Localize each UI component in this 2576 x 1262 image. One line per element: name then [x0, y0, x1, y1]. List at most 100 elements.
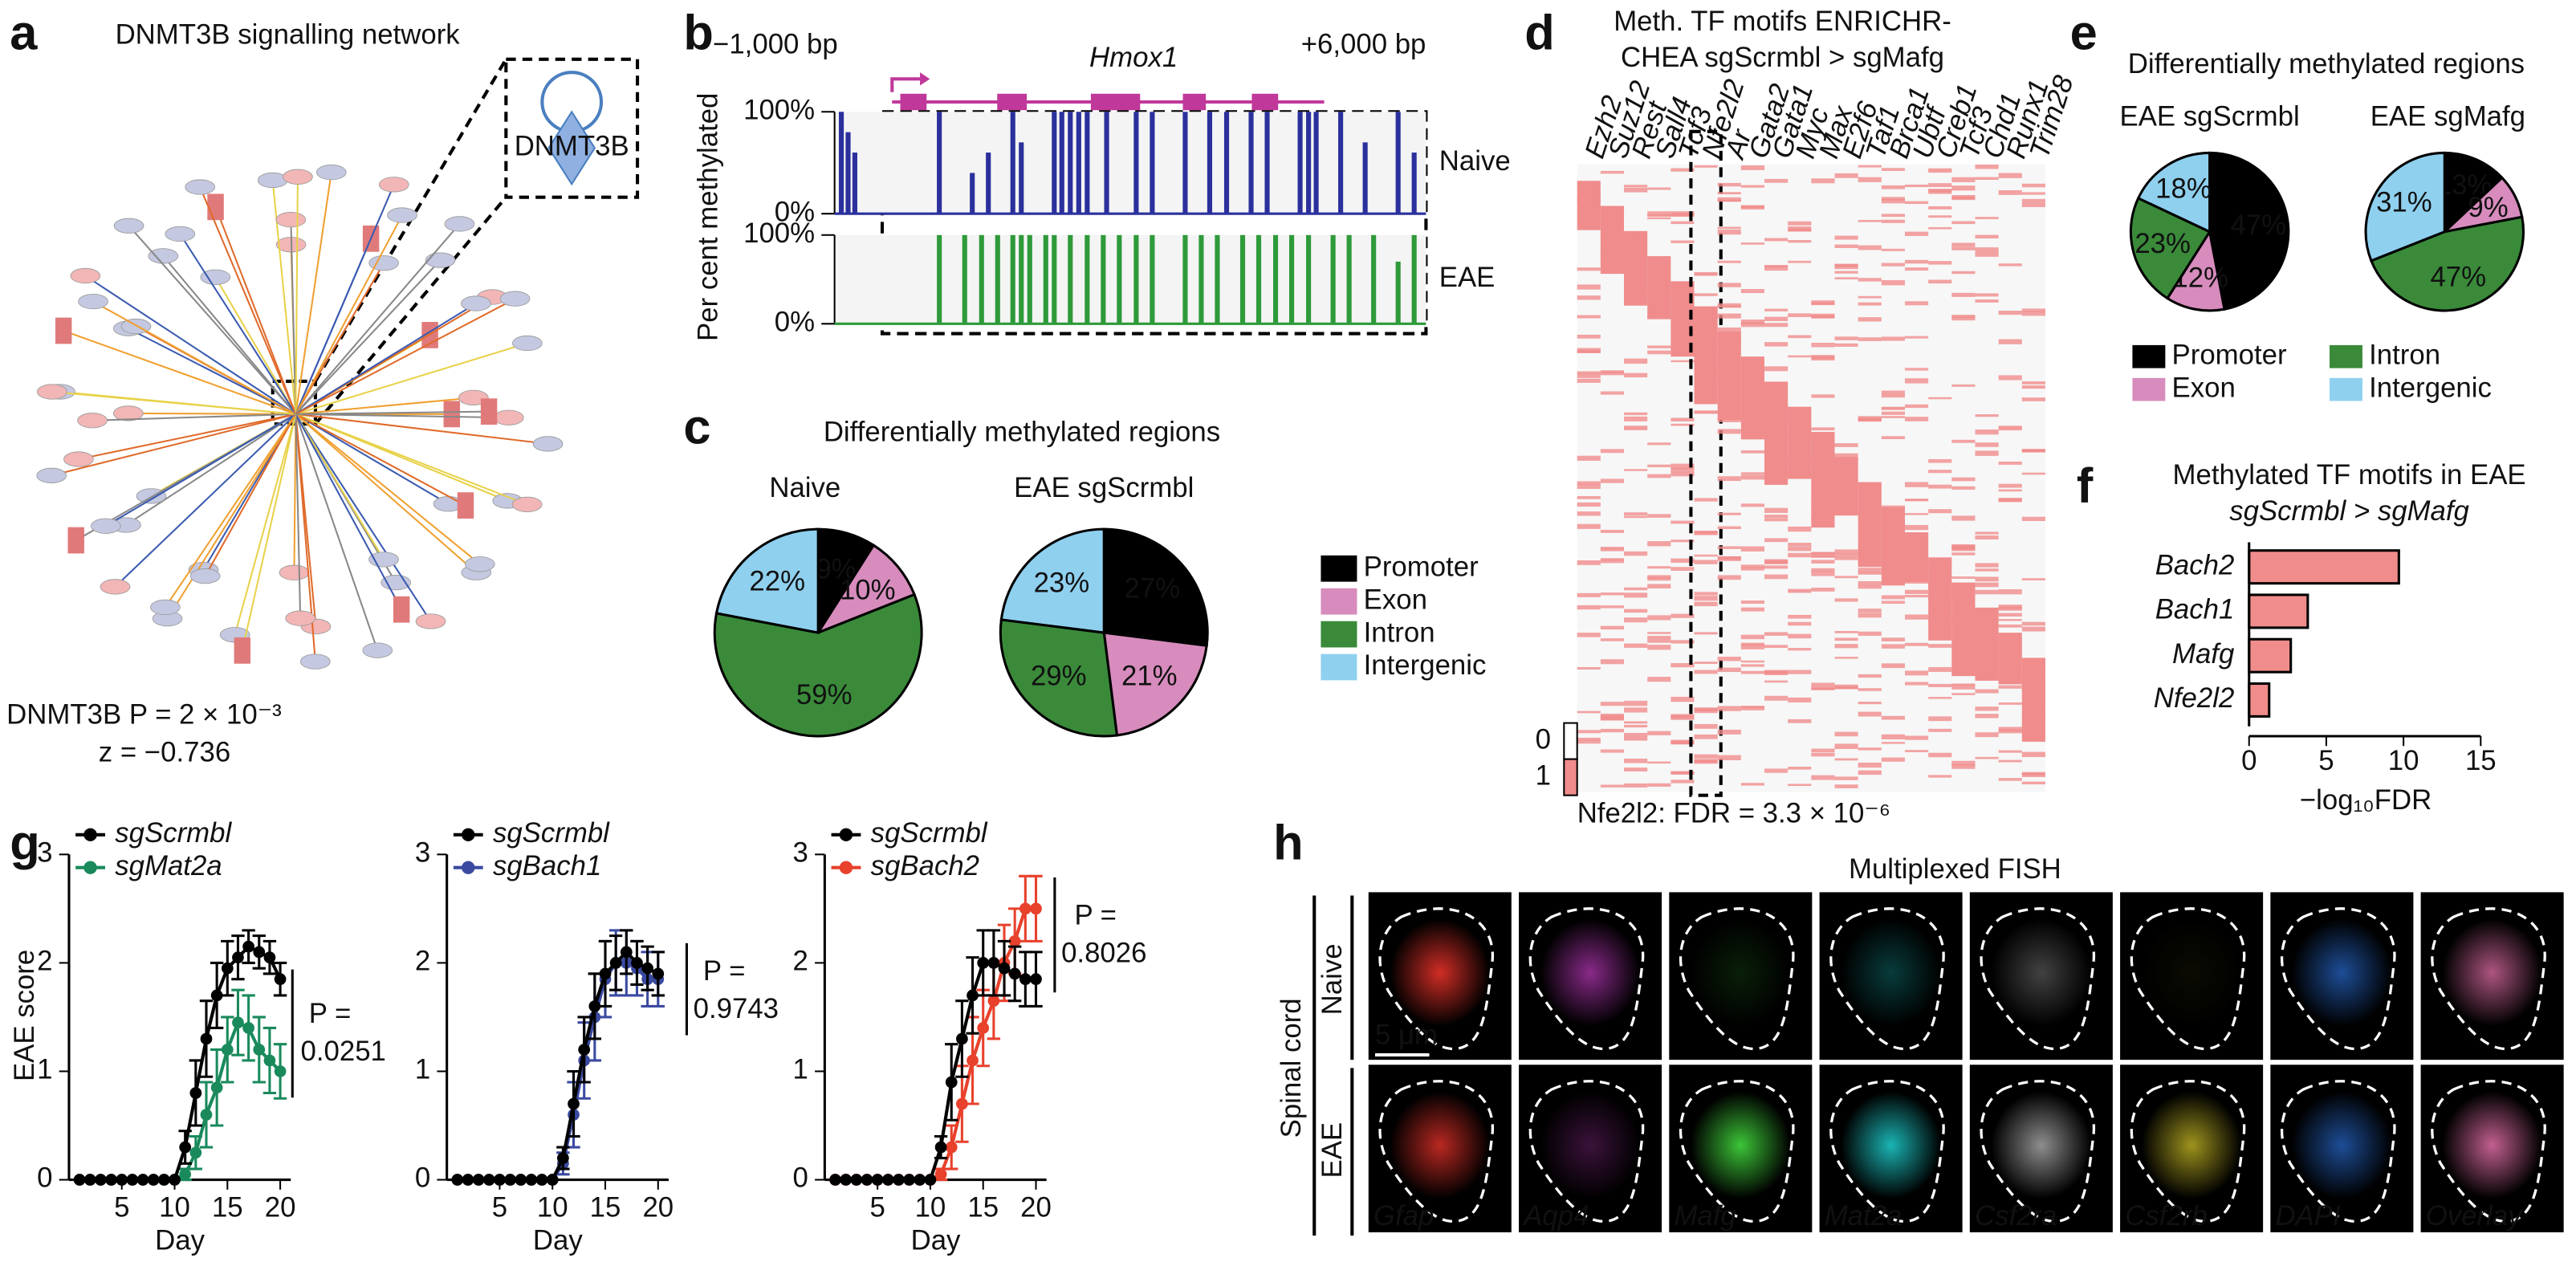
data-point	[189, 1087, 202, 1099]
heatmap-stripe	[2021, 626, 2045, 632]
heatmap-stripe	[1717, 226, 1741, 230]
signal	[1841, 918, 1941, 1027]
heatmap-stripe	[1881, 715, 1905, 720]
data-point	[451, 1174, 464, 1186]
heatmap-stripe	[1998, 263, 2022, 267]
legend-marker	[462, 828, 475, 841]
pie-slice	[714, 527, 820, 634]
heatmap-stripe	[1998, 613, 2022, 617]
heatmap-stripe	[1717, 283, 1741, 287]
data-point	[609, 957, 622, 969]
heatmap-stripe	[1881, 595, 1905, 600]
heatmap-stripe	[2021, 385, 2045, 389]
channel-label: Csf2ra	[1975, 1201, 2057, 1231]
y-tick-label: 0	[793, 1163, 808, 1194]
data-point	[893, 1174, 905, 1186]
heatmap-stripe	[2021, 683, 2045, 686]
heatmap-stripe	[1858, 770, 1882, 776]
x-tick-label: 10	[159, 1193, 190, 1223]
heatmap-stripe	[1951, 242, 1976, 247]
heatmap-stripe	[1951, 684, 1976, 690]
heatmap-stripe	[1858, 278, 1882, 282]
y-tick-label: Bach2	[2155, 550, 2235, 580]
network-edge	[295, 413, 302, 619]
heatmap-stripe	[1624, 515, 1648, 519]
heatmap-stripe	[1975, 646, 1999, 651]
heatmap-stripe	[1834, 731, 1858, 737]
heatmap-stripe	[1904, 572, 1929, 575]
network-edge	[295, 214, 403, 415]
data-point	[504, 1174, 516, 1186]
heatmap-block	[1740, 356, 1765, 440]
heatmap-stripe	[1647, 211, 1671, 216]
heatmap-block	[1764, 381, 1789, 485]
signal	[1841, 1091, 1941, 1199]
heatmap-stripe	[1951, 760, 1976, 766]
methylation-bar	[1010, 234, 1015, 324]
heatmap-stripe	[1671, 640, 1695, 644]
heatmap-stripe	[1881, 637, 1905, 641]
pie-value-label: 23%	[2134, 229, 2191, 259]
data-point	[956, 1097, 968, 1110]
network-edge	[78, 413, 296, 461]
heatmap-stripe	[1788, 590, 1812, 593]
data-point	[934, 1141, 947, 1154]
heatmap-stripe	[1928, 168, 1952, 171]
panel-letter: e	[2070, 5, 2098, 60]
heatmap-stripe	[1624, 185, 1648, 188]
heatmap-stripe	[1624, 707, 1648, 713]
heatmap-stripe	[1647, 566, 1671, 569]
heatmap-stripe	[1881, 390, 1905, 395]
heatmap-stripe	[1764, 308, 1789, 311]
heatmap-stripe	[1647, 283, 1671, 287]
heatmap-stripe	[2021, 183, 2045, 188]
heatmap-stripe	[1577, 710, 1601, 714]
track-label: EAE	[1439, 263, 1496, 293]
heatmap-stripe	[1671, 663, 1695, 668]
methylation-bar	[1052, 234, 1057, 324]
heatmap-stripe	[1740, 546, 1765, 552]
y-tick-label: Mafg	[2172, 639, 2235, 670]
heatmap-stripe	[1647, 214, 1671, 217]
heatmap-stripe	[1624, 732, 1648, 737]
heatmap-stripe	[1834, 576, 1858, 579]
heatmap-stripe	[1788, 614, 1812, 619]
heatmap-stripe	[1834, 549, 1858, 554]
methylation-bar	[1019, 142, 1024, 214]
heatmap-stripe	[1904, 184, 1929, 188]
heatmap-stripe	[1577, 455, 1601, 461]
heatmap-stripe	[1951, 552, 1976, 556]
heatmap-stripe	[1975, 624, 1999, 627]
network-edge	[162, 255, 297, 415]
heatmap-stripe	[1975, 756, 1999, 759]
heatmap-stripe	[1904, 417, 1929, 421]
heatmap-stripe	[1671, 613, 1695, 618]
p-value: 0.8026	[1061, 938, 1146, 968]
heatmap-stripe	[1881, 757, 1905, 762]
heatmap-stripe	[1881, 198, 1905, 204]
y-tick-label: 3	[37, 838, 52, 869]
heatmap-stripe	[1811, 394, 1835, 398]
heatmap-stripe	[1624, 724, 1648, 728]
data-point	[652, 967, 665, 980]
heatmap-stripe	[1834, 743, 1858, 749]
series-line	[835, 906, 1036, 1182]
heatmap-stripe	[1600, 211, 1625, 214]
heatmap-stripe	[1647, 217, 1671, 220]
methylation-bar	[1150, 234, 1155, 324]
y-tick-label: 1	[793, 1055, 808, 1085]
heatmap-stripe	[1998, 462, 2022, 465]
heatmap-stripe	[1975, 589, 1999, 595]
data-point	[829, 1174, 841, 1186]
heatmap-stripe	[1717, 327, 1741, 333]
heatmap-stripe	[1577, 481, 1601, 485]
heatmap-stripe	[2021, 662, 2045, 666]
data-point	[557, 1152, 569, 1164]
signal	[1390, 918, 1491, 1027]
heatmap-stripe	[1671, 558, 1695, 564]
heatmap-stripe	[1951, 316, 1976, 321]
y-axis-label: EAE score	[10, 950, 40, 1081]
network-edge	[295, 397, 474, 415]
network-edge	[241, 413, 297, 651]
heatmap-stripe	[1740, 474, 1765, 480]
